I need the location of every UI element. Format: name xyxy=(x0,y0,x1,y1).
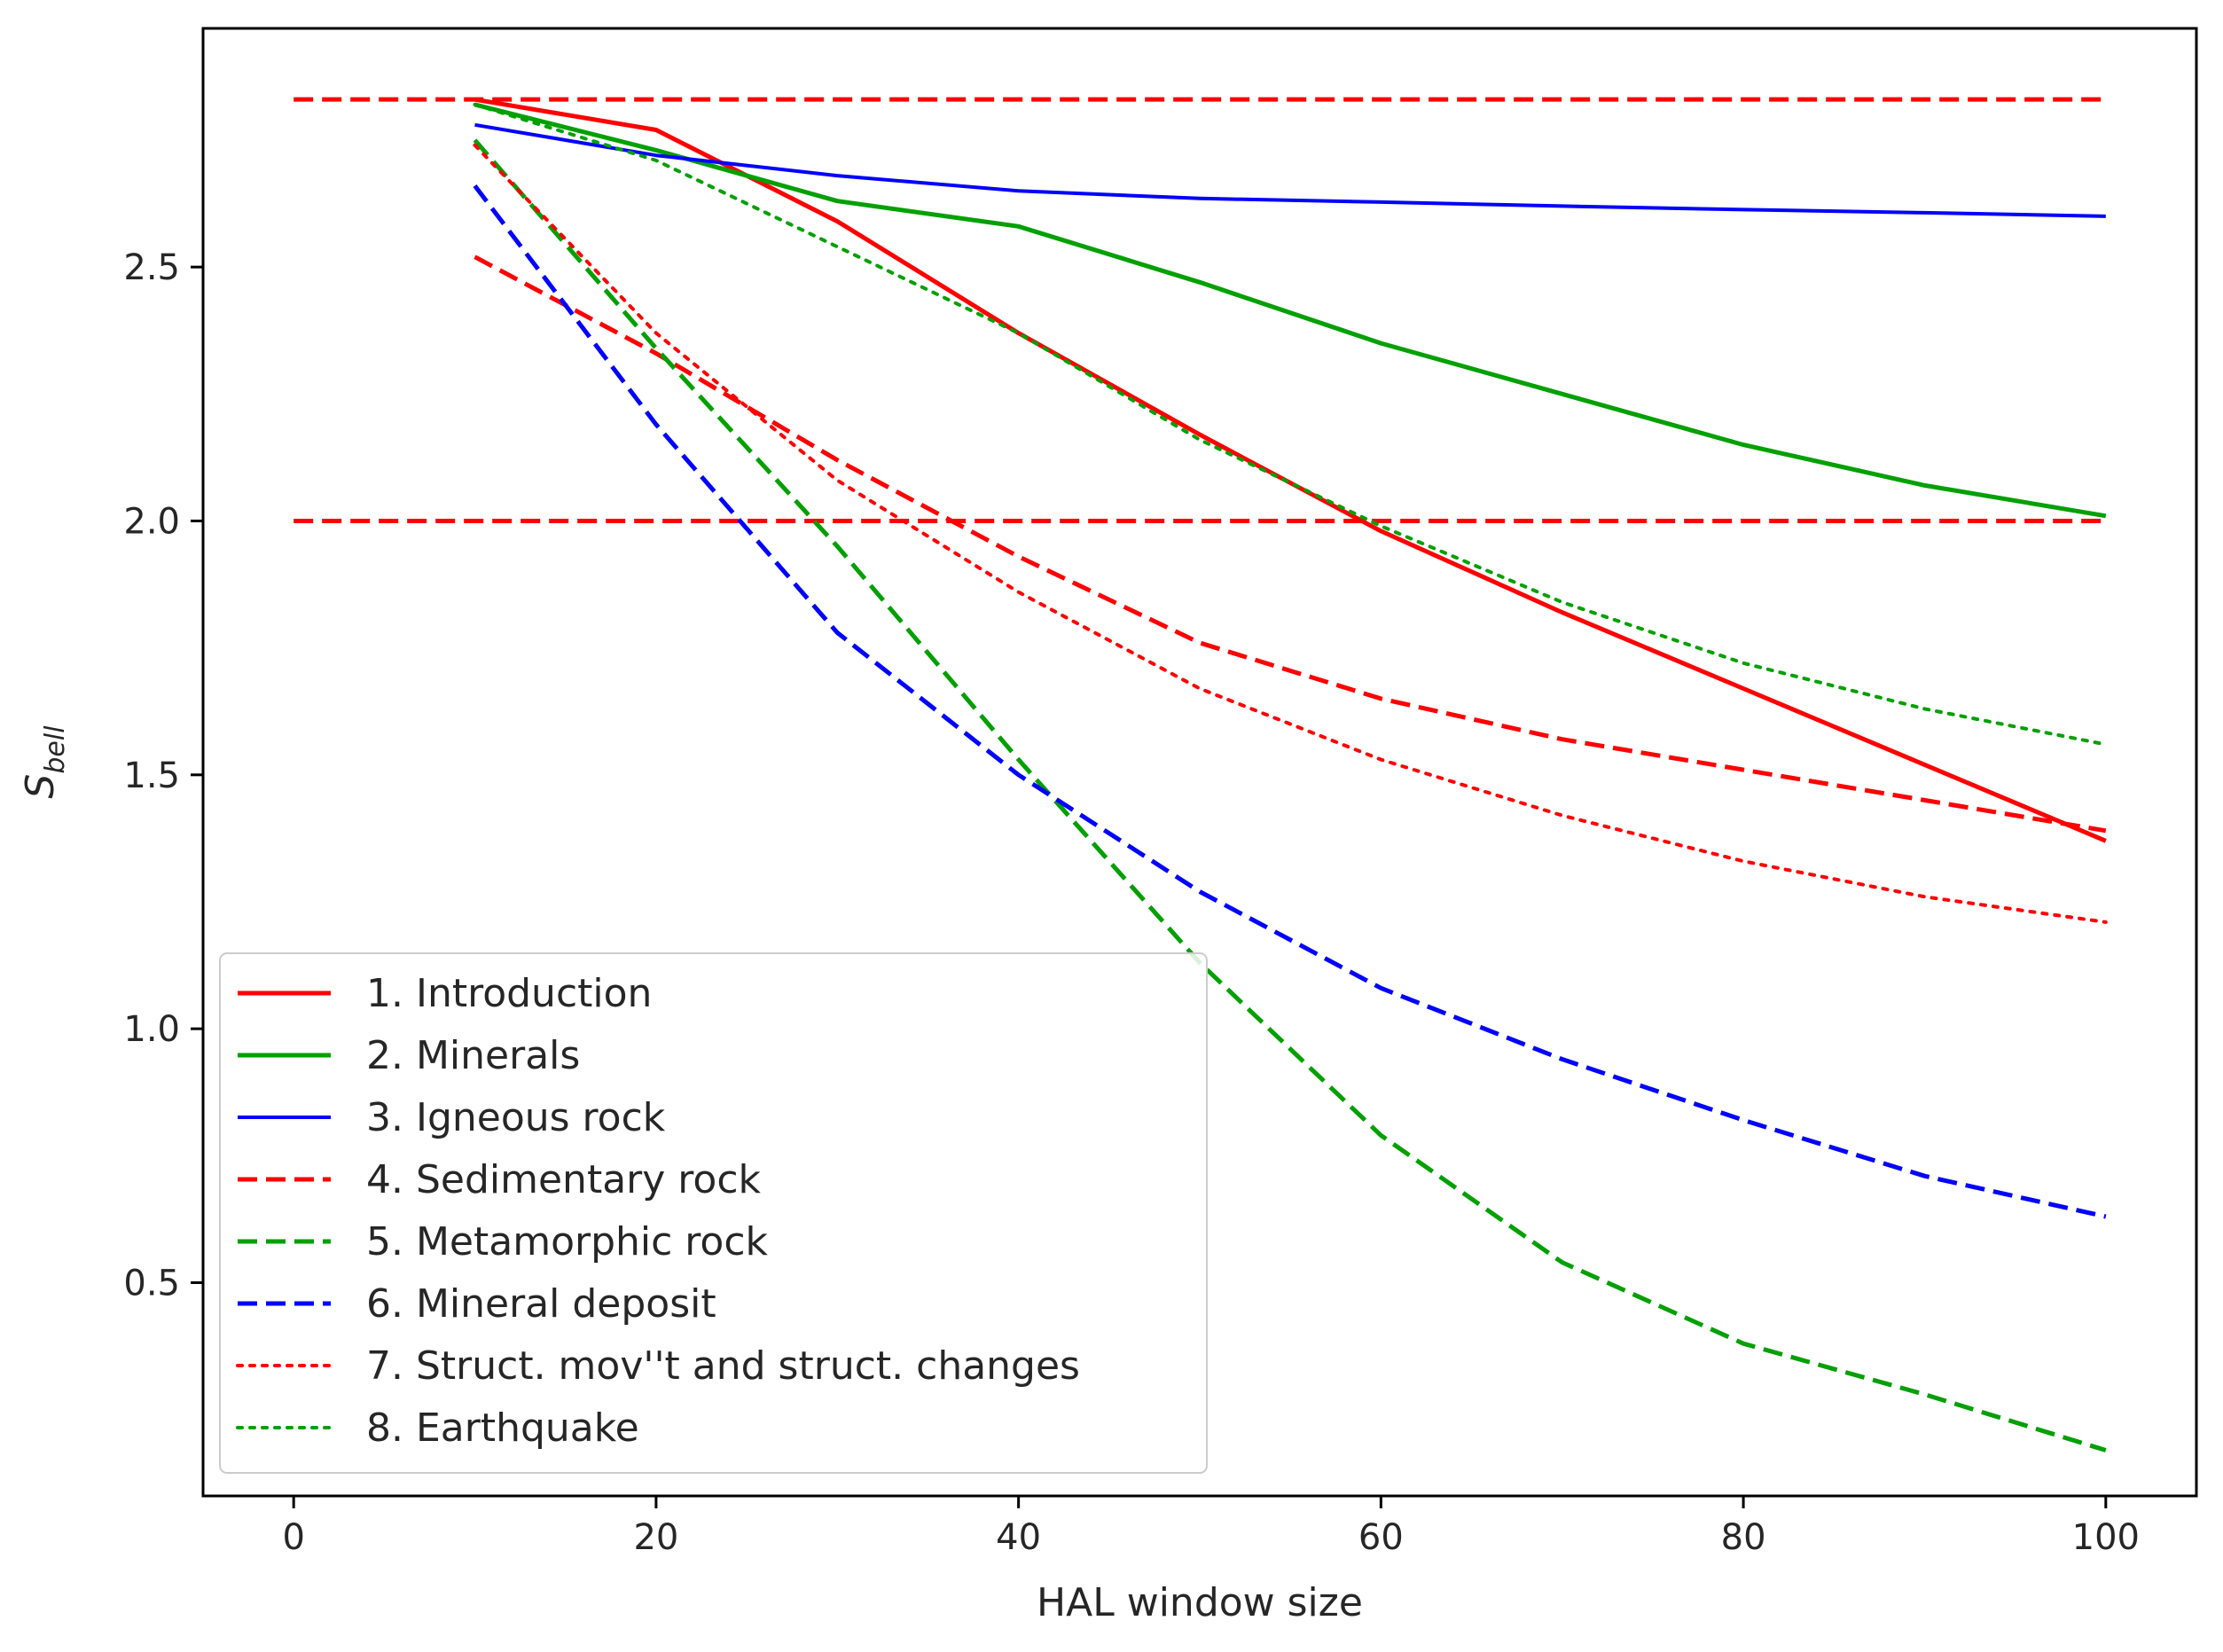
y-tick-label-3: 2.0 xyxy=(123,501,180,542)
y-tick-label-2: 1.5 xyxy=(123,756,180,796)
series-line-5 xyxy=(473,138,2107,1452)
legend-label-8: 8. Earthquake xyxy=(366,1405,639,1451)
legend-label-7: 7. Struct. mov''t and struct. changes xyxy=(366,1343,1080,1389)
legend: 1. Introduction 2. Minerals 3. Igneous roc… xyxy=(219,952,1208,1474)
x-tick-label-1: 20 xyxy=(633,1517,678,1558)
x-tick-label-2: 40 xyxy=(996,1517,1041,1558)
series-line-7 xyxy=(473,143,2108,924)
axes: 0 20 40 60 80 100 0.5 1.0 1.5 2.0 2.5 xyxy=(123,247,2140,1558)
y-axis-label-sub: bell xyxy=(40,725,71,774)
y-tick-label-0: 0.5 xyxy=(123,1263,180,1304)
x-tick-label-5: 100 xyxy=(2072,1517,2140,1558)
legend-label-6: 6. Mineral deposit xyxy=(366,1281,716,1327)
legend-label-1: 1. Introduction xyxy=(366,971,652,1016)
x-tick-label-0: 0 xyxy=(282,1517,304,1558)
legend-box xyxy=(219,952,1208,1474)
series-line-4 xyxy=(474,254,2107,834)
y-axis-label-main: S xyxy=(18,774,63,799)
legend-label-5: 5. Metamorphic rock xyxy=(366,1219,769,1264)
series-line-8 xyxy=(473,102,2108,747)
series-line-6 xyxy=(473,184,2107,1219)
legend-label-2: 2. Minerals xyxy=(366,1033,580,1078)
series-line-2 xyxy=(474,102,2107,519)
x-axis-label: HAL window size xyxy=(1037,1580,1363,1625)
legend-label-3: 3. Igneous rock xyxy=(366,1095,666,1140)
y-axis-label: Sbell xyxy=(18,725,71,799)
legend-label-4: 4. Sedimentary rock xyxy=(366,1157,762,1202)
series-line-3 xyxy=(474,122,2106,218)
x-tick-label-3: 60 xyxy=(1358,1517,1404,1558)
series-lines xyxy=(473,97,2108,1452)
reference-lines xyxy=(294,97,2106,523)
x-tick-label-4: 80 xyxy=(1721,1517,1766,1558)
y-tick-label-4: 2.5 xyxy=(123,247,180,288)
y-tick-label-1: 1.0 xyxy=(123,1009,180,1050)
